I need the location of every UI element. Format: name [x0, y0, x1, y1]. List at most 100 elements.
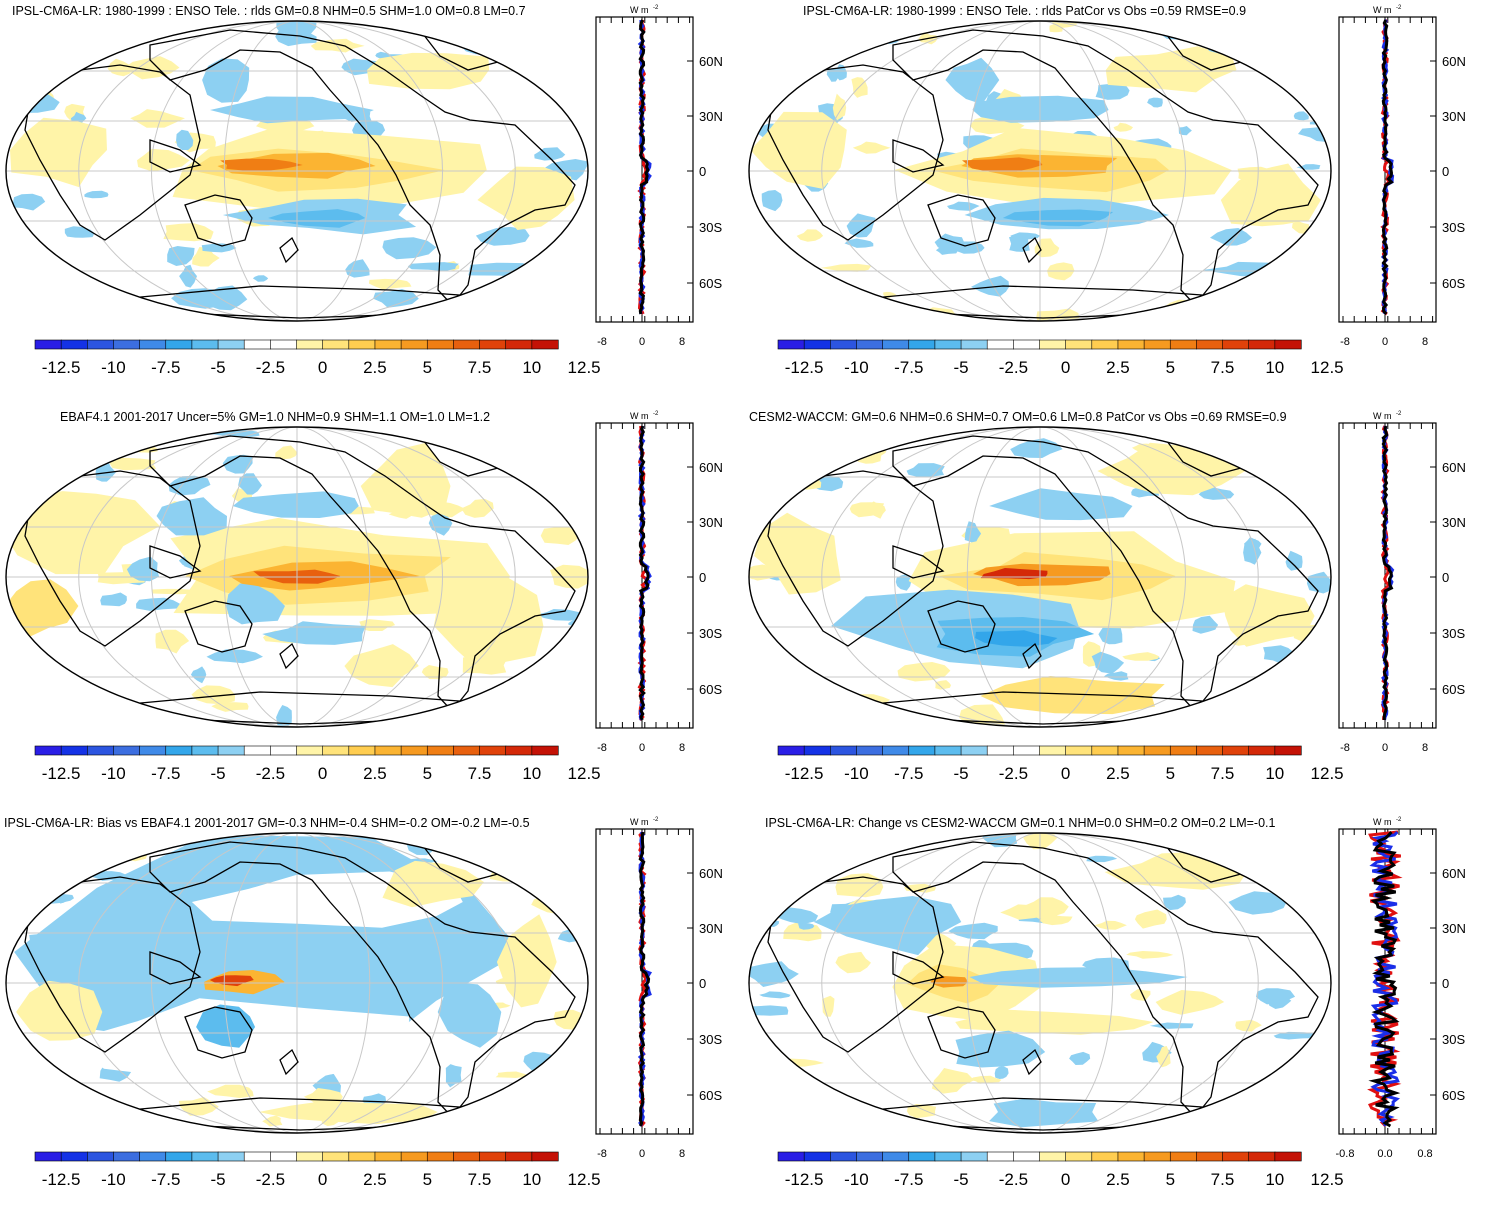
- colorbar-swatch: [270, 339, 298, 350]
- profile-lat-label: 30S: [699, 1032, 722, 1047]
- profile-lat-label: 30S: [1442, 626, 1465, 641]
- profile-lat-label: 30N: [1442, 921, 1466, 936]
- profile-unit-label: W m: [630, 411, 649, 421]
- colorbar-tick-label: 0: [318, 1170, 327, 1189]
- colorbar-swatch: [803, 339, 831, 350]
- profile-x-tick-label: 0: [1382, 742, 1388, 754]
- colorbar: -12.5 -10 -7.5 -5 -2.5 0 2.5 5 7.5 10 12.5: [34, 339, 601, 377]
- colorbar-swatch: [479, 745, 507, 756]
- colorbar-tick-label: -12.5: [42, 358, 81, 377]
- map-field: [749, 21, 1331, 321]
- map-field: [6, 21, 588, 321]
- colorbar-tick-label: 10: [1265, 764, 1284, 783]
- colorbar-swatch: [908, 1151, 936, 1162]
- panel-graphics: -12.5 -10 -7.5 -5 -2.5 0 2.5 5 7.5 10 12.5 -8 0 8 60N 3…: [5, 817, 723, 1189]
- colorbar-swatch: [1248, 339, 1276, 350]
- profile-x-tick-label: -8: [597, 1148, 607, 1160]
- profile-lat-label: 60N: [1442, 866, 1466, 881]
- colorbar-swatch: [217, 745, 245, 756]
- colorbar-swatch: [1143, 339, 1171, 350]
- map-panel-change: -12.5 -10 -7.5 -5 -2.5 0 2.5 5 7.5 10 12.5 -0.8 0.0 0…: [743, 812, 1485, 1207]
- profile-lat-label: 60S: [1442, 276, 1465, 291]
- colorbar-swatch: [1143, 1151, 1171, 1162]
- profile-x-tick-label: 8: [679, 336, 685, 348]
- colorbar-swatch: [243, 339, 271, 350]
- colorbar-tick-label: 0: [1061, 1170, 1070, 1189]
- colorbar-swatch: [830, 339, 858, 350]
- panel-title: IPSL-CM6A-LR: Change vs CESM2-WACCM GM=0…: [765, 816, 1276, 830]
- colorbar-swatch: [113, 1151, 141, 1162]
- map-border: [748, 20, 1332, 322]
- colorbar: -12.5 -10 -7.5 -5 -2.5 0 2.5 5 7.5 10 12.5: [777, 745, 1344, 783]
- map-panel-model-enso: -12.5 -10 -7.5 -5 -2.5 0 2.5 5 7.5 10 12.5 -8 0 8 60N 3…: [0, 0, 742, 395]
- zonal-mean-profile: -8 0 8 60N 30N 0 30S 60S W m -2: [595, 5, 723, 348]
- colorbar-swatch: [1117, 745, 1145, 756]
- colorbar-swatch: [1248, 1151, 1276, 1162]
- profile-curve-black: [1368, 831, 1401, 1128]
- panel-graphics: -12.5 -10 -7.5 -5 -2.5 0 2.5 5 7.5 10 12.5 -8 0 8 60N 3…: [748, 411, 1466, 783]
- colorbar-tick-label: -2.5: [999, 1170, 1028, 1189]
- profile-x-tick-label: 0: [639, 1148, 645, 1160]
- graticule: [6, 427, 588, 727]
- zonal-mean-profile: -8 0 8 60N 30N 0 30S 60S W m -2: [595, 817, 723, 1160]
- colorbar-tick-label: 12.5: [568, 358, 601, 377]
- colorbar-swatch: [882, 1151, 910, 1162]
- map-border: [748, 832, 1332, 1134]
- profile-curve-black: [1381, 19, 1394, 315]
- map-field: [749, 833, 1331, 1133]
- colorbar-swatch: [426, 745, 455, 756]
- colorbar-swatch: [1222, 1151, 1250, 1162]
- profile-x-tick-label: 0: [639, 336, 645, 348]
- panel-title: EBAF4.1 2001-2017 Uncer=5% GM=1.0 NHM=0.…: [60, 410, 491, 424]
- profile-lat-label: 60N: [699, 460, 723, 475]
- colorbar-tick-label: 5: [1166, 1170, 1175, 1189]
- colorbar-swatch: [1222, 339, 1250, 350]
- colorbar-tick-label: -5: [953, 358, 968, 377]
- profile-lat-label: 0: [1442, 570, 1449, 585]
- profile-x-tick-label: -8: [597, 336, 607, 348]
- colorbar-tick-label: 0: [1061, 358, 1070, 377]
- profile-lat-label: 30S: [699, 220, 722, 235]
- profile-unit-label: W m: [630, 817, 649, 827]
- colorbar-swatch: [986, 745, 1014, 756]
- colorbar-swatch: [400, 1151, 428, 1162]
- colorbar-swatch: [374, 745, 402, 756]
- profile-x-tick-label: 0.0: [1377, 1148, 1392, 1160]
- colorbar-tick-label: -2.5: [999, 358, 1028, 377]
- colorbar-tick-label: -7.5: [151, 1170, 180, 1189]
- colorbar-tick-label: 7.5: [468, 1170, 492, 1189]
- profile-lat-label: 60S: [1442, 1088, 1465, 1103]
- colorbar-swatch: [934, 339, 962, 350]
- panel-graphics: -12.5 -10 -7.5 -5 -2.5 0 2.5 5 7.5 10 12.5 -8 0 8 60N 3…: [5, 411, 723, 783]
- colorbar-swatch: [139, 745, 167, 756]
- profile-x-tick-label: 0: [1382, 336, 1388, 348]
- colorbar-tick-label: 10: [1265, 358, 1284, 377]
- colorbar-tick-label: -7.5: [151, 358, 180, 377]
- colorbar-swatch: [348, 339, 376, 350]
- colorbar-tick-label: 2.5: [363, 358, 387, 377]
- colorbar-tick-label: -12.5: [42, 764, 81, 783]
- colorbar-swatch: [777, 339, 805, 350]
- profile-unit-superscript: -2: [1396, 817, 1402, 823]
- profile-unit-superscript: -2: [653, 5, 659, 11]
- colorbar-tick-label: 7.5: [468, 764, 492, 783]
- colorbar-swatch: [1117, 339, 1145, 350]
- colorbar-tick-label: 12.5: [568, 764, 601, 783]
- colorbar-tick-label: -10: [844, 764, 869, 783]
- colorbar-tick-label: 7.5: [468, 358, 492, 377]
- colorbar-swatch: [322, 745, 350, 756]
- colorbar: -12.5 -10 -7.5 -5 -2.5 0 2.5 5 7.5 10 12.5: [777, 1151, 1344, 1189]
- profile-lat-label: 60S: [699, 276, 722, 291]
- colorbar-tick-label: 12.5: [1311, 764, 1344, 783]
- colorbar-tick-label: -10: [101, 358, 126, 377]
- profile-x-tick-label: -8: [597, 742, 607, 754]
- colorbar-swatch: [426, 339, 455, 350]
- colorbar-swatch: [1091, 745, 1119, 756]
- colorbar-swatch: [777, 745, 805, 756]
- colorbar-tick-label: 10: [1265, 1170, 1284, 1189]
- colorbar-swatch: [777, 1151, 805, 1162]
- colorbar-tick-label: -7.5: [894, 764, 923, 783]
- colorbar-tick-label: 7.5: [1211, 764, 1235, 783]
- colorbar-tick-label: 10: [522, 764, 541, 783]
- colorbar-swatch: [479, 339, 507, 350]
